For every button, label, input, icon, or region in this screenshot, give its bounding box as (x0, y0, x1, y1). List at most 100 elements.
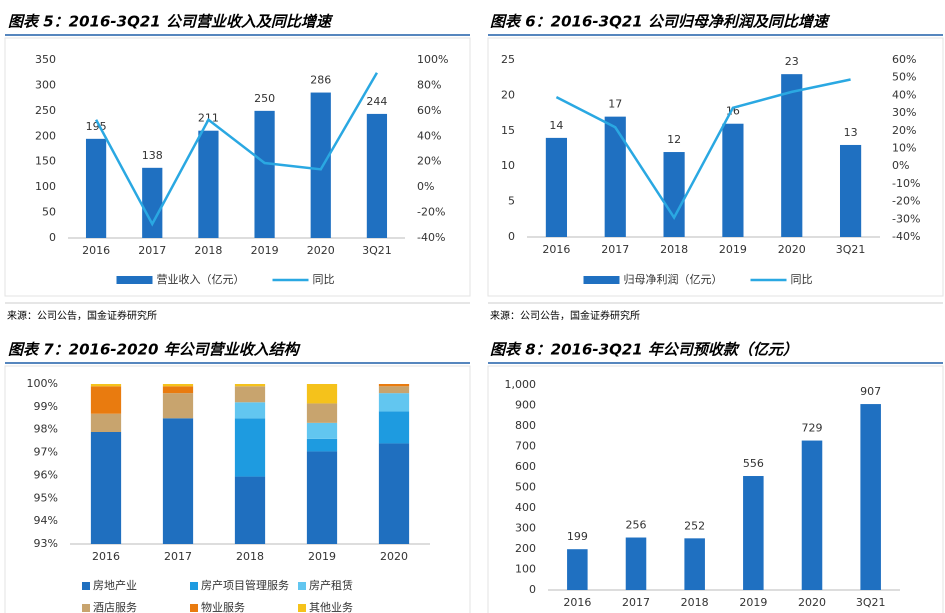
y-tick-label: 100 (515, 563, 536, 576)
chart-title: 图表 8：2016-3Q21 年公司预收款（亿元） (490, 341, 798, 359)
x-tick-label: 2018 (236, 550, 264, 563)
y-tick-label: 0 (49, 231, 56, 244)
y-tick-label: 300 (515, 522, 536, 535)
chart-title: 图表 6：2016-3Q21 公司归母净利润及同比增速 (490, 13, 831, 31)
legend-label: 房产租赁 (309, 578, 353, 592)
x-tick-label: 2019 (739, 596, 767, 609)
data-label: 199 (567, 530, 588, 543)
y-tick-label: 100% (27, 377, 58, 390)
legend-swatch (190, 604, 198, 612)
bar-segment (306, 403, 338, 423)
y-tick-label: 5 (508, 195, 515, 208)
legend-swatch (583, 276, 620, 284)
bar (743, 476, 764, 590)
bar (366, 113, 388, 238)
y2-tick-label: -20% (892, 195, 920, 208)
y-tick-label: 10 (501, 159, 515, 172)
bar-segment (306, 438, 338, 452)
x-tick-label: 2017 (601, 243, 629, 256)
y2-tick-label: -30% (892, 212, 920, 225)
bar-segment (306, 451, 338, 544)
bar-segment (90, 432, 122, 544)
y2-tick-label: -20% (417, 206, 445, 219)
y2-tick-label: 0% (417, 180, 434, 193)
legend-label: 物业服务 (201, 600, 245, 613)
bar (567, 549, 588, 590)
x-tick-label: 2020 (798, 596, 826, 609)
bar-segment (162, 393, 194, 419)
x-tick-label: 2017 (138, 244, 166, 257)
bar-segment (162, 386, 194, 394)
chart-title: 图表 7：2016-2020 年公司营业收入结构 (8, 341, 301, 359)
y-tick-label: 0 (529, 583, 536, 596)
legend-swatch (298, 582, 306, 590)
bar-segment (378, 386, 410, 394)
y2-tick-label: 40% (892, 88, 916, 101)
x-tick-label: 2016 (563, 596, 591, 609)
y2-tick-label: 50% (892, 71, 916, 84)
legend-swatch (298, 604, 306, 612)
y2-tick-label: 60% (892, 53, 916, 66)
y-tick-label: 200 (515, 542, 536, 555)
y-tick-label: 200 (35, 129, 56, 142)
y-tick-label: 25 (501, 53, 515, 66)
bar-segment (234, 418, 266, 477)
data-label: 23 (785, 55, 799, 68)
x-tick-label: 2016 (92, 550, 120, 563)
y-tick-label: 99% (34, 400, 58, 413)
bar-segment (378, 393, 410, 412)
y2-tick-label: -40% (417, 231, 445, 244)
bar-segment (234, 402, 266, 419)
data-label: 13 (844, 126, 858, 139)
bar (663, 152, 685, 237)
bar-segment (234, 476, 266, 544)
y-tick-label: 50 (42, 206, 56, 219)
bar-segment (234, 386, 266, 403)
bar-segment (378, 443, 410, 544)
y2-tick-label: 10% (892, 142, 916, 155)
bar-segment (90, 413, 122, 432)
data-label: 556 (743, 457, 764, 470)
bar-segment (162, 384, 194, 387)
bar-segment (234, 384, 266, 387)
bar (198, 130, 219, 238)
bar-segment (90, 386, 122, 414)
legend-swatch (116, 276, 153, 284)
panel-frame (487, 37, 944, 297)
y2-tick-label: 0% (892, 159, 909, 172)
y2-tick-label: 80% (417, 78, 441, 91)
x-tick-label: 2020 (380, 550, 408, 563)
bar-segment (162, 418, 194, 544)
data-label: 14 (549, 119, 563, 132)
x-tick-label: 2016 (542, 243, 570, 256)
data-label: 729 (802, 422, 823, 435)
legend-label: 房地产业 (93, 578, 137, 592)
y2-tick-label: 30% (892, 106, 916, 119)
x-tick-label: 2018 (660, 243, 688, 256)
x-tick-label: 2019 (719, 243, 747, 256)
y-tick-label: 1,000 (505, 378, 537, 391)
legend-label: 房产项目管理服务 (201, 578, 289, 592)
legend-label: 营业收入（亿元） (157, 272, 245, 286)
x-tick-label: 2016 (82, 244, 110, 257)
x-tick-label: 2017 (622, 596, 650, 609)
y-tick-label: 94% (34, 514, 58, 527)
x-tick-label: 2018 (194, 244, 222, 257)
line (94, 72, 378, 227)
y-tick-label: 700 (515, 440, 536, 453)
bar (839, 144, 862, 237)
bar (254, 110, 275, 238)
y2-tick-label: 20% (892, 124, 916, 137)
legend-swatch (82, 582, 90, 590)
x-tick-label: 2020 (307, 244, 335, 257)
y-tick-label: 350 (35, 53, 56, 66)
y-tick-label: 0 (508, 230, 515, 243)
panel-frame (487, 365, 944, 613)
bar (684, 538, 705, 590)
y-tick-label: 15 (501, 124, 515, 137)
y-tick-label: 500 (515, 481, 536, 494)
bar-segment (378, 384, 410, 387)
data-label: 244 (366, 95, 387, 108)
legend-label: 同比 (791, 273, 813, 286)
